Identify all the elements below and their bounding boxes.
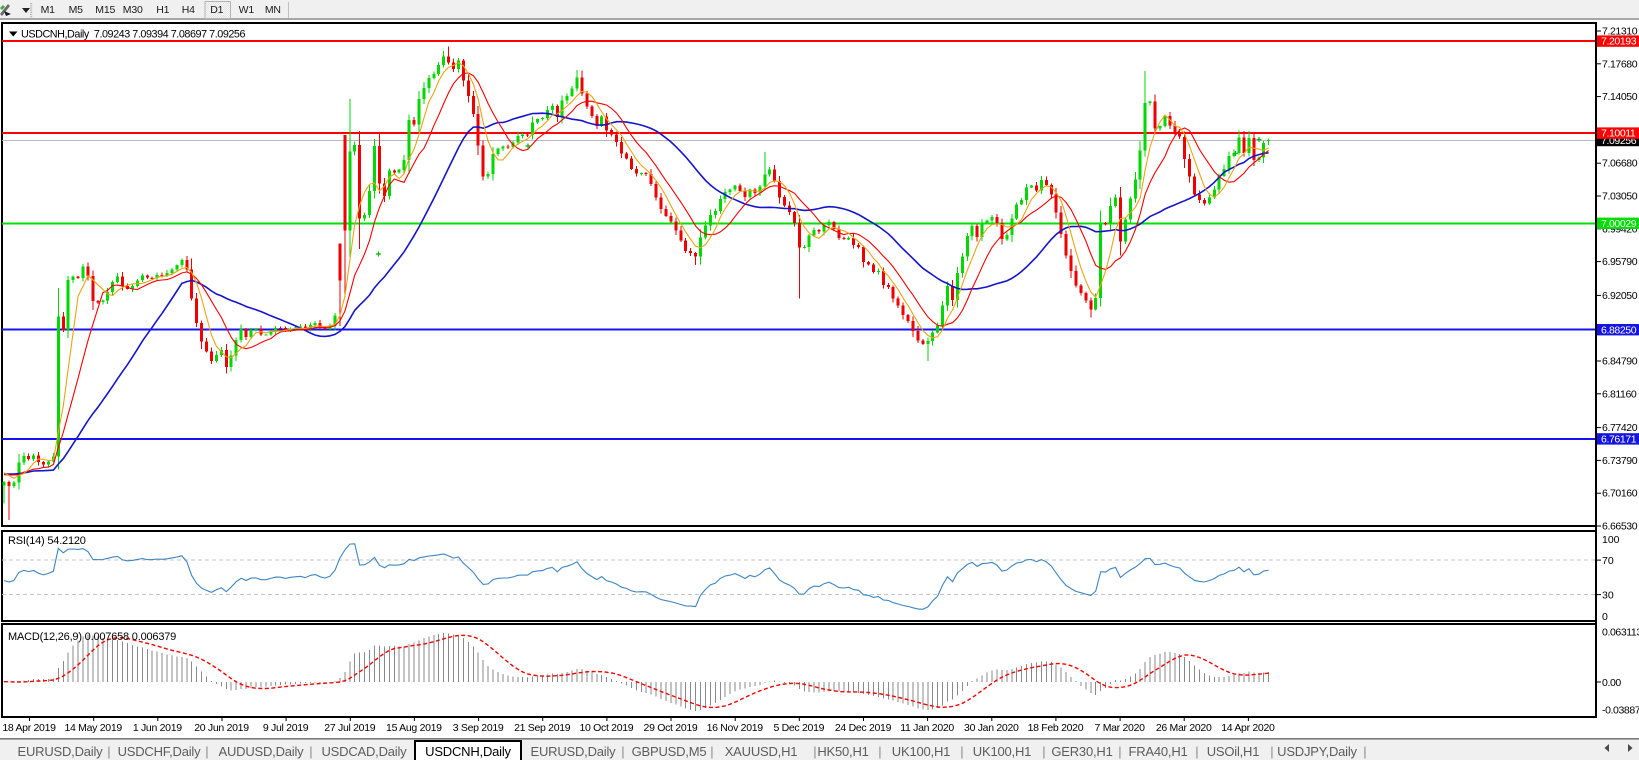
svg-text:|: | (1042, 744, 1045, 759)
svg-text:0.063113: 0.063113 (1602, 627, 1639, 639)
svg-text:0.00: 0.00 (1602, 677, 1621, 689)
svg-text:18 Apr 2019: 18 Apr 2019 (2, 722, 56, 734)
svg-text:6.84790: 6.84790 (1602, 356, 1638, 368)
svg-text:|: | (107, 744, 110, 759)
svg-text:7.00029: 7.00029 (1601, 218, 1637, 230)
svg-text:7.14050: 7.14050 (1602, 91, 1638, 103)
svg-text:7.10011: 7.10011 (1601, 128, 1636, 140)
svg-text:|: | (960, 744, 963, 759)
svg-text:M5: M5 (69, 4, 84, 16)
svg-text:70: 70 (1602, 555, 1614, 567)
svg-text:-0.038877: -0.038877 (1602, 704, 1639, 716)
svg-text:|: | (1363, 744, 1366, 759)
svg-text:6.88250: 6.88250 (1601, 324, 1637, 336)
svg-text:18 Feb 2020: 18 Feb 2020 (1028, 722, 1084, 734)
svg-text:M15: M15 (95, 4, 115, 16)
svg-text:6.70160: 6.70160 (1602, 488, 1638, 500)
svg-text:H1: H1 (156, 4, 169, 16)
svg-text:RSI(14) 54.2120: RSI(14) 54.2120 (8, 535, 86, 547)
svg-text:16 Nov 2019: 16 Nov 2019 (707, 722, 764, 734)
svg-text:7.17680: 7.17680 (1602, 58, 1638, 70)
svg-text:M1: M1 (41, 4, 56, 16)
svg-text:30: 30 (1602, 589, 1614, 601)
svg-text:15 Aug 2019: 15 Aug 2019 (386, 722, 442, 734)
svg-text:XAUUSD,H1: XAUUSD,H1 (725, 744, 798, 759)
svg-text:|: | (621, 744, 624, 759)
svg-text:|: | (1270, 744, 1273, 759)
svg-text:UK100,H1: UK100,H1 (973, 744, 1031, 759)
svg-text:14 May 2019: 14 May 2019 (64, 722, 122, 734)
svg-text:|: | (710, 744, 713, 759)
svg-text:6.92050: 6.92050 (1602, 290, 1638, 302)
svg-text:USDJPY,Daily: USDJPY,Daily (1277, 744, 1357, 759)
svg-text:H4: H4 (182, 4, 195, 16)
svg-text:EURUSD,Daily: EURUSD,Daily (17, 744, 103, 759)
svg-text:|: | (813, 744, 816, 759)
svg-text:7 Mar 2020: 7 Mar 2020 (1095, 722, 1146, 734)
svg-text:6.77420: 6.77420 (1602, 422, 1638, 434)
svg-text:|: | (1195, 744, 1198, 759)
svg-text:6.95790: 6.95790 (1602, 256, 1638, 268)
svg-text:24 Dec 2019: 24 Dec 2019 (835, 722, 892, 734)
svg-text:9 Jul 2019: 9 Jul 2019 (263, 722, 309, 734)
svg-text:|: | (205, 744, 208, 759)
svg-text:M30: M30 (123, 4, 143, 16)
svg-text:USDCAD,Daily: USDCAD,Daily (321, 744, 407, 759)
svg-text:0: 0 (1602, 611, 1608, 623)
svg-text:AUDUSD,Daily: AUDUSD,Daily (218, 744, 304, 759)
svg-text:100: 100 (1602, 534, 1620, 546)
svg-text:6.73790: 6.73790 (1602, 455, 1638, 467)
svg-text:GBPUSD,M5: GBPUSD,M5 (632, 744, 707, 759)
svg-text:|: | (309, 744, 312, 759)
svg-text:21 Sep 2019: 21 Sep 2019 (514, 722, 571, 734)
svg-text:D1: D1 (210, 4, 223, 16)
svg-text:GER30,H1: GER30,H1 (1051, 744, 1112, 759)
svg-text:7.03050: 7.03050 (1602, 191, 1638, 203)
svg-text:30 Jan 2020: 30 Jan 2020 (964, 722, 1019, 734)
svg-text:6.76171: 6.76171 (1601, 434, 1637, 446)
svg-text:1 Jun 2019: 1 Jun 2019 (133, 722, 182, 734)
svg-text:|: | (878, 744, 881, 759)
svg-text:6.66530: 6.66530 (1602, 521, 1638, 533)
svg-text:MN: MN (265, 4, 281, 16)
svg-text:W1: W1 (239, 4, 255, 16)
svg-text:20 Jun 2019: 20 Jun 2019 (194, 722, 249, 734)
svg-text:3 Sep 2019: 3 Sep 2019 (453, 722, 504, 734)
svg-text:5 Dec 2019: 5 Dec 2019 (773, 722, 824, 734)
svg-text:USDCHF,Daily: USDCHF,Daily (118, 744, 202, 759)
svg-text:26 Mar 2020: 26 Mar 2020 (1156, 722, 1212, 734)
svg-text:7.06680: 7.06680 (1602, 158, 1638, 170)
svg-text:6.81160: 6.81160 (1602, 388, 1637, 400)
svg-text:EURUSD,Daily: EURUSD,Daily (530, 744, 616, 759)
svg-text:USDCNH,Daily 7.09243 7.09394: USDCNH,Daily 7.09243 7.09394 7.08697 7.0… (21, 29, 245, 41)
svg-text:USOil,H1: USOil,H1 (1207, 744, 1260, 759)
svg-text:27 Jul 2019: 27 Jul 2019 (324, 722, 375, 734)
svg-text:7.20193: 7.20193 (1601, 36, 1637, 48)
svg-text:MACD(12,26,9) 0.007658 0.00637: MACD(12,26,9) 0.007658 0.006379 (8, 631, 176, 643)
svg-text:10 Oct 2019: 10 Oct 2019 (579, 722, 633, 734)
svg-text:USDCNH,Daily: USDCNH,Daily (425, 744, 511, 759)
svg-text:14 Apr 2020: 14 Apr 2020 (1221, 722, 1275, 734)
svg-text:7.21310: 7.21310 (1602, 26, 1638, 38)
svg-text:FRA40,H1: FRA40,H1 (1128, 744, 1187, 759)
svg-text:|: | (1118, 744, 1121, 759)
svg-text:UK100,H1: UK100,H1 (892, 744, 950, 759)
svg-text:11 Jan 2020: 11 Jan 2020 (900, 722, 954, 734)
svg-text:HK50,H1: HK50,H1 (817, 744, 868, 759)
svg-text:29 Oct 2019: 29 Oct 2019 (644, 722, 698, 734)
